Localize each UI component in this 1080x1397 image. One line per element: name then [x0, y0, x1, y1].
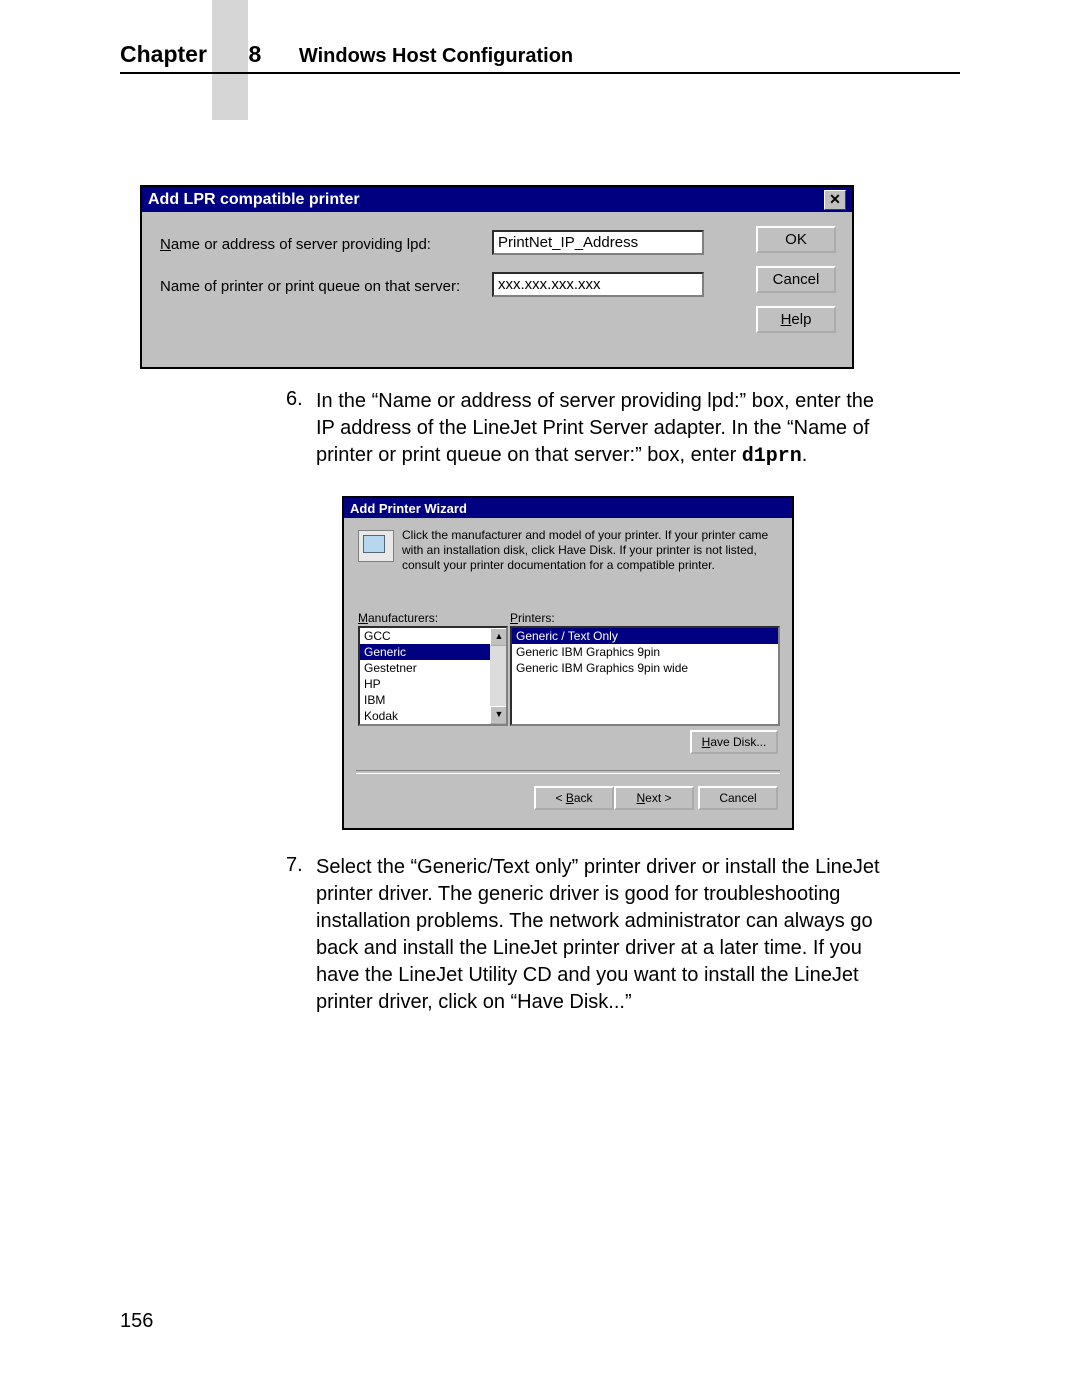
list-item[interactable]: Kyocera [360, 724, 506, 726]
dialog1-title-text: Add LPR compatible printer [148, 191, 360, 209]
chapter-label: Chapter [120, 41, 207, 68]
back-button[interactable]: < Back [534, 786, 614, 810]
label-printers: Printers: [510, 611, 555, 625]
cancel-button[interactable]: Cancel [698, 786, 778, 810]
cancel-button[interactable]: Cancel [756, 266, 836, 293]
dialog2-title-text: Add Printer Wizard [350, 501, 467, 516]
list-item[interactable]: Generic [360, 644, 506, 660]
chapter-title: Windows Host Configuration [299, 45, 573, 68]
label-manufacturers: Manufacturers: [358, 611, 438, 625]
step6-text: In the “Name or address of server provid… [316, 388, 886, 470]
list-item[interactable]: GCC [360, 628, 506, 644]
list-item[interactable]: Generic IBM Graphics 9pin [512, 644, 778, 660]
step7-text: Select the “Generic/Text only” printer d… [316, 854, 886, 1016]
label-server-address: Name or address of server providing lpd: [160, 236, 431, 253]
list-item[interactable]: Generic / Text Only [512, 628, 778, 644]
list-item[interactable]: Gestetner [360, 660, 506, 676]
step6-number: 6. [286, 388, 303, 411]
manufacturers-listbox[interactable]: GCCGenericGestetnerHPIBMKodakKyocera ▲ ▼ [358, 626, 508, 726]
label-print-queue: Name of printer or print queue on that s… [160, 278, 460, 295]
dialog2-description: Click the manufacturer and model of your… [402, 528, 780, 573]
page-number: 156 [120, 1310, 153, 1333]
printer-icon [358, 530, 394, 562]
input-print-queue[interactable]: xxx.xxx.xxx.xxx [492, 272, 704, 297]
printers-listbox[interactable]: Generic / Text OnlyGeneric IBM Graphics … [510, 626, 780, 726]
dialog2-separator [356, 770, 780, 774]
chapter-number: 8 [237, 41, 273, 68]
scroll-down-icon[interactable]: ▼ [490, 706, 508, 724]
step7-number: 7. [286, 854, 303, 877]
list-item[interactable]: Generic IBM Graphics 9pin wide [512, 660, 778, 676]
have-disk-button[interactable]: Have Disk... [690, 730, 778, 754]
dialog-add-printer-wizard: Add Printer Wizard Click the manufacture… [342, 496, 794, 830]
ok-button[interactable]: OK [756, 226, 836, 253]
dialog1-titlebar: Add LPR compatible printer ✕ [142, 187, 852, 212]
list-item[interactable]: HP [360, 676, 506, 692]
close-icon[interactable]: ✕ [824, 190, 846, 210]
dialog-add-lpr-printer: Add LPR compatible printer ✕ Name or add… [140, 185, 854, 369]
list-item[interactable]: Kodak [360, 708, 506, 724]
input-server-address[interactable]: PrintNet_IP_Address [492, 230, 704, 255]
scrollbar[interactable]: ▲ ▼ [490, 628, 506, 724]
next-button[interactable]: Next > [614, 786, 694, 810]
dialog2-titlebar: Add Printer Wizard [344, 498, 792, 518]
help-button[interactable]: Help [756, 306, 836, 333]
scroll-up-icon[interactable]: ▲ [490, 628, 508, 646]
list-item[interactable]: IBM [360, 692, 506, 708]
page-header: Chapter 8 Windows Host Configuration [120, 38, 960, 74]
